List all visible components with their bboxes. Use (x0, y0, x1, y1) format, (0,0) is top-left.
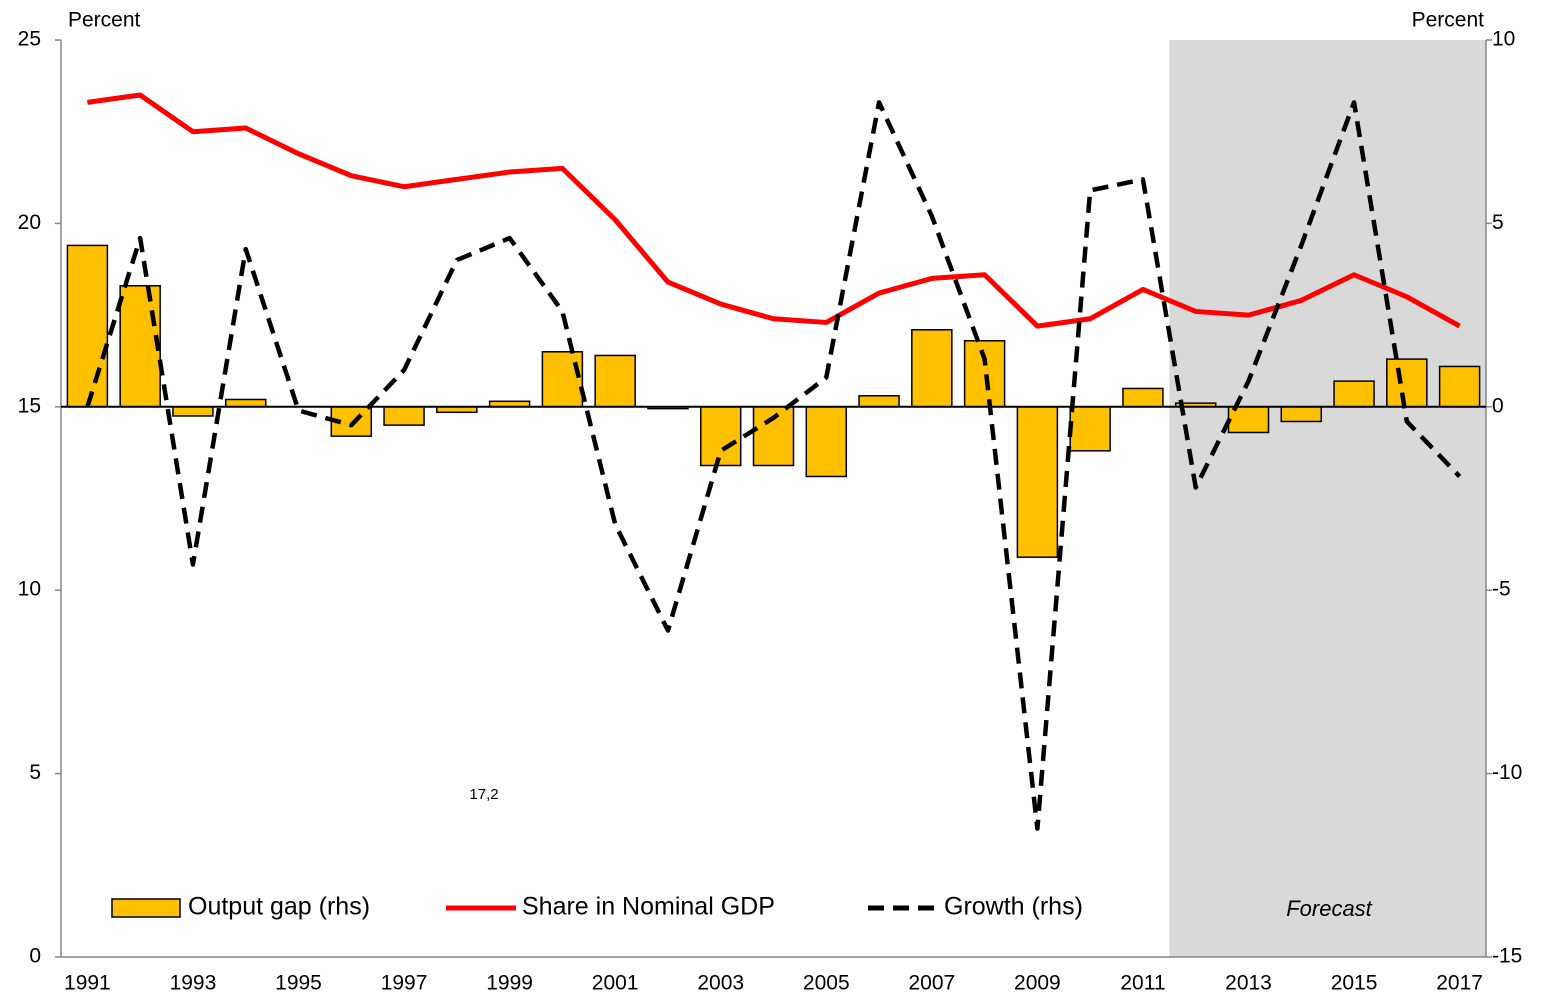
line-series (87, 92, 1461, 329)
y-tick-label: 25 (18, 28, 41, 51)
y2-tick-label: 5 (1492, 211, 1504, 234)
x-tick-label: 1993 (170, 972, 217, 995)
y-tick-label: 20 (18, 211, 41, 234)
x-tick-label: 2009 (1014, 972, 1061, 995)
x-tick-label: 1991 (64, 972, 111, 995)
x-tick-label: 2005 (803, 972, 850, 995)
forecast-label: Forecast (1286, 896, 1372, 921)
bar (699, 406, 742, 467)
bar (1016, 406, 1059, 558)
y2-axis-label: Percent (1412, 9, 1485, 32)
bar (805, 406, 848, 478)
y2-tick-label: -5 (1492, 578, 1511, 601)
y2-tick-label: -10 (1492, 761, 1522, 784)
y-tick-label: 5 (29, 761, 41, 784)
y2-tick-label: -15 (1492, 945, 1522, 968)
x-tick-label: 2015 (1331, 972, 1378, 995)
bar (1069, 406, 1111, 452)
x-tick-label: 2013 (1225, 972, 1272, 995)
line-series (85, 100, 1462, 831)
forecast-region (1169, 40, 1486, 957)
x-tick-label: 1999 (486, 972, 533, 995)
x-tick-label: 1995 (275, 972, 322, 995)
legend-label: Output gap (rhs) (188, 893, 370, 921)
bar (224, 398, 267, 408)
legend-label: Share in Nominal GDP (522, 893, 775, 921)
bar (66, 244, 109, 408)
bar (119, 285, 161, 408)
annotation: 17,2 (469, 786, 498, 803)
y-tick-label: 10 (18, 578, 41, 601)
x-tick-label: 2007 (908, 972, 955, 995)
x-tick-label: 2017 (1436, 972, 1483, 995)
y2-tick-label: 0 (1492, 394, 1504, 417)
bar (383, 406, 425, 426)
bar (1333, 380, 1375, 408)
bar (1438, 365, 1481, 408)
y-tick-label: 0 (29, 945, 41, 968)
bar (1386, 358, 1428, 408)
bar (911, 329, 953, 408)
bar (1280, 406, 1323, 423)
bar (1122, 387, 1164, 408)
bar (858, 395, 900, 408)
x-tick-label: 2011 (1120, 972, 1165, 995)
x-tick-label: 1997 (381, 972, 428, 995)
x-tick-label: 2003 (697, 972, 744, 995)
x-tick-label: 2001 (592, 972, 639, 995)
bar (172, 406, 214, 417)
y-axis-label: Percent (68, 9, 141, 32)
bar (541, 351, 584, 408)
bar (963, 340, 1006, 408)
legend-swatch (111, 898, 181, 918)
y2-tick-label: 10 (1492, 28, 1515, 51)
y-tick-label: 15 (18, 394, 41, 417)
bar (594, 354, 636, 408)
legend-label: Growth (rhs) (944, 893, 1083, 921)
